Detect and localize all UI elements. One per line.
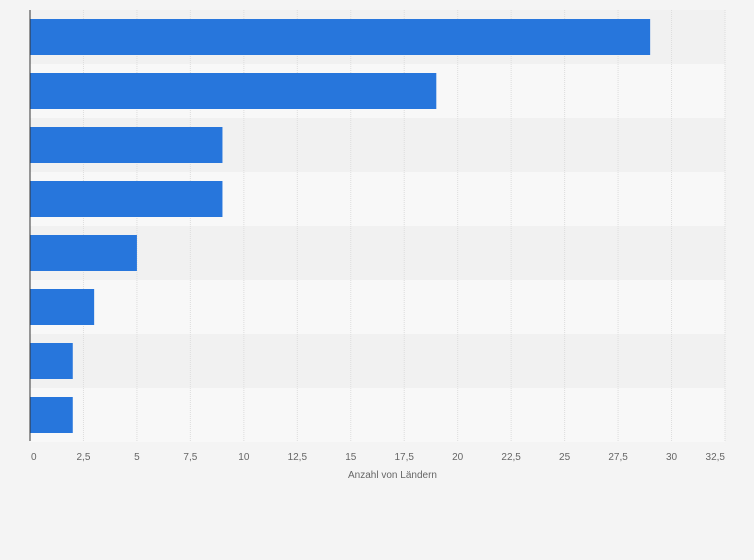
x-tick-label: 30 [666,452,678,463]
x-tick-label: 10 [238,452,250,463]
x-tick-labels: 0 2,5 5 7,5 10 12,5 15 17,5 20 22,5 25 27,5 30 32,5 [31,452,725,463]
row-band [30,334,725,388]
bar [30,73,437,109]
x-tick-label: 5 [134,452,140,463]
x-tick-label: 7,5 [183,452,197,463]
x-tick-label: 12,5 [288,452,308,463]
x-tick-label: 2,5 [77,452,91,463]
bar [30,181,223,217]
row-band [30,280,725,334]
x-tick-label: 0 [31,452,37,463]
bar [30,235,137,271]
x-tick-label: 25 [559,452,571,463]
x-axis-title: Anzahl von Ländern [348,470,437,481]
x-tick-label: 15 [345,452,357,463]
bar [30,397,73,433]
bar [30,343,73,379]
row-band [30,388,725,442]
x-tick-label: 32,5 [706,452,726,463]
bar [30,289,95,325]
row-bands [30,10,725,442]
x-tick-label: 27,5 [608,452,628,463]
row-band [30,226,725,280]
x-tick-label: 17,5 [394,452,414,463]
x-tick-label: 20 [452,452,464,463]
bars [30,19,651,433]
bar [30,19,651,55]
x-tick-label: 22,5 [501,452,521,463]
bar [30,127,223,163]
